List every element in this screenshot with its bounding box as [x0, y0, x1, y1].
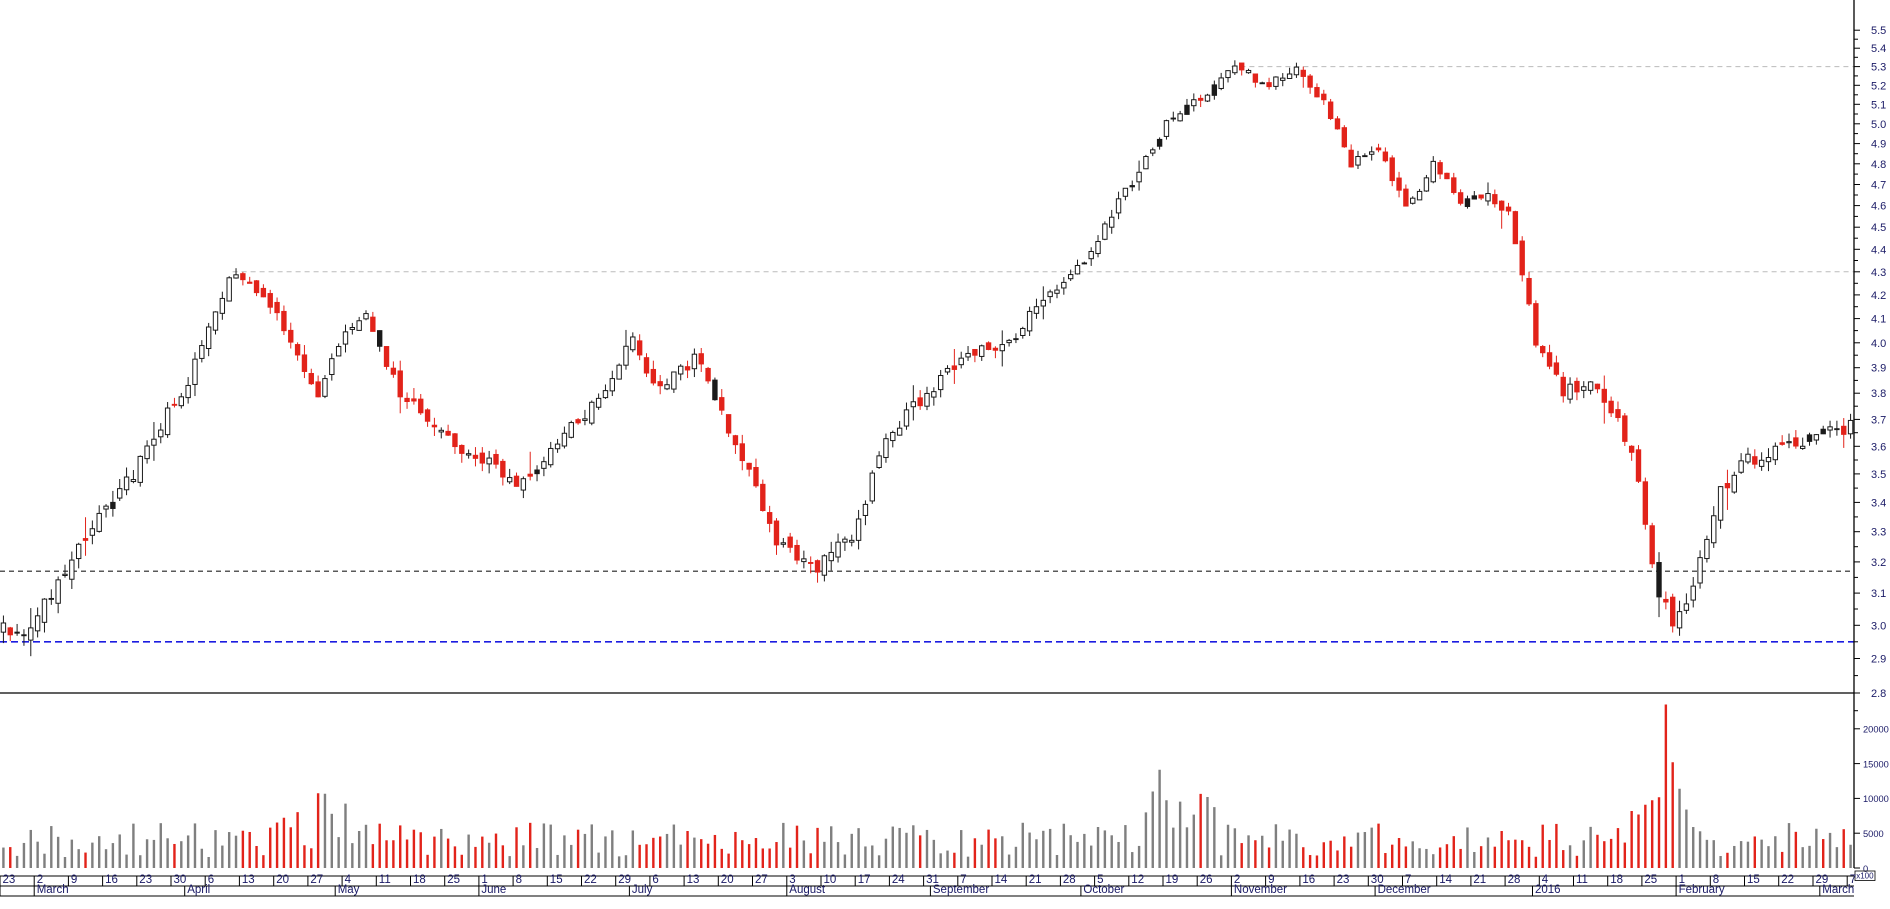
svg-text:21: 21	[1473, 874, 1486, 886]
svg-text:March: March	[37, 884, 69, 896]
svg-text:20000: 20000	[1863, 725, 1889, 735]
svg-text:29: 29	[618, 874, 631, 886]
svg-text:16: 16	[1302, 874, 1315, 886]
svg-text:23: 23	[139, 874, 152, 886]
svg-text:3.3: 3.3	[1871, 527, 1886, 539]
svg-text:3.1: 3.1	[1871, 588, 1886, 600]
svg-text:May: May	[338, 884, 360, 896]
svg-text:20: 20	[721, 874, 734, 886]
svg-text:8: 8	[516, 874, 522, 886]
svg-text:July: July	[632, 884, 653, 896]
svg-text:4.0: 4.0	[1871, 338, 1886, 350]
svg-text:April: April	[187, 884, 210, 896]
svg-text:3.9: 3.9	[1871, 363, 1886, 375]
svg-text:16: 16	[105, 874, 118, 886]
svg-text:3.0: 3.0	[1871, 620, 1886, 632]
svg-text:25: 25	[447, 874, 460, 886]
svg-text:4.4: 4.4	[1871, 244, 1886, 256]
svg-text:15: 15	[550, 874, 563, 886]
svg-text:28: 28	[1508, 874, 1521, 886]
svg-text:21: 21	[1029, 874, 1042, 886]
svg-text:17: 17	[858, 874, 871, 886]
svg-text:24: 24	[892, 874, 905, 886]
svg-text:23: 23	[3, 874, 16, 886]
svg-text:5.2: 5.2	[1871, 80, 1886, 92]
svg-text:3.6: 3.6	[1871, 441, 1886, 453]
svg-text:September: September	[933, 884, 989, 896]
svg-text:22: 22	[584, 874, 597, 886]
svg-text:9: 9	[71, 874, 77, 886]
svg-text:23: 23	[1337, 874, 1350, 886]
svg-text:14: 14	[1439, 874, 1452, 886]
svg-text:4.9: 4.9	[1871, 139, 1886, 151]
svg-text:2016: 2016	[1535, 884, 1561, 896]
svg-text:11: 11	[379, 874, 391, 886]
svg-text:5.0: 5.0	[1871, 119, 1886, 131]
svg-text:3.8: 3.8	[1871, 388, 1886, 400]
svg-text:4.7: 4.7	[1871, 180, 1886, 192]
svg-text:December: December	[1378, 884, 1431, 896]
svg-text:28: 28	[1063, 874, 1076, 886]
svg-text:20: 20	[276, 874, 289, 886]
svg-text:13: 13	[242, 874, 255, 886]
svg-text:5.1: 5.1	[1871, 99, 1886, 111]
svg-text:February: February	[1679, 884, 1725, 896]
svg-text:15000: 15000	[1863, 759, 1889, 769]
svg-text:5.3: 5.3	[1871, 62, 1886, 74]
svg-text:March: March	[1822, 884, 1854, 896]
svg-text:18: 18	[1610, 874, 1623, 886]
svg-text:3.5: 3.5	[1871, 469, 1886, 481]
svg-text:25: 25	[1644, 874, 1657, 886]
svg-text:4.6: 4.6	[1871, 201, 1886, 213]
svg-text:19: 19	[1166, 874, 1179, 886]
svg-text:October: October	[1083, 884, 1124, 896]
svg-text:12: 12	[1131, 874, 1144, 886]
svg-text:26: 26	[1200, 874, 1213, 886]
svg-text:August: August	[789, 884, 826, 896]
svg-text:10000: 10000	[1863, 794, 1889, 804]
svg-text:4.2: 4.2	[1871, 290, 1886, 302]
svg-text:3.4: 3.4	[1871, 497, 1886, 509]
svg-text:5.4: 5.4	[1871, 43, 1886, 55]
svg-text:4.8: 4.8	[1871, 159, 1886, 171]
svg-text:June: June	[481, 884, 506, 896]
svg-text:5000: 5000	[1863, 829, 1884, 839]
svg-text:2.9: 2.9	[1871, 654, 1886, 666]
svg-text:11: 11	[1576, 874, 1588, 886]
svg-text:22: 22	[1781, 874, 1794, 886]
svg-text:November: November	[1234, 884, 1287, 896]
svg-text:2.8: 2.8	[1871, 688, 1886, 700]
svg-text:14: 14	[995, 874, 1008, 886]
svg-text:27: 27	[310, 874, 323, 886]
svg-text:3.2: 3.2	[1871, 557, 1886, 569]
svg-text:4.3: 4.3	[1871, 267, 1886, 279]
svg-text:18: 18	[413, 874, 426, 886]
svg-text:4.1: 4.1	[1871, 314, 1886, 326]
svg-text:30: 30	[174, 874, 187, 886]
svg-text:27: 27	[755, 874, 768, 886]
svg-text:5.5: 5.5	[1871, 25, 1886, 37]
svg-text:3.7: 3.7	[1871, 414, 1886, 426]
svg-text:x100: x100	[1856, 872, 1874, 881]
svg-text:6: 6	[652, 874, 658, 886]
svg-text:10: 10	[824, 874, 837, 886]
svg-text:13: 13	[687, 874, 700, 886]
svg-text:15: 15	[1747, 874, 1760, 886]
svg-text:4.5: 4.5	[1871, 222, 1886, 234]
